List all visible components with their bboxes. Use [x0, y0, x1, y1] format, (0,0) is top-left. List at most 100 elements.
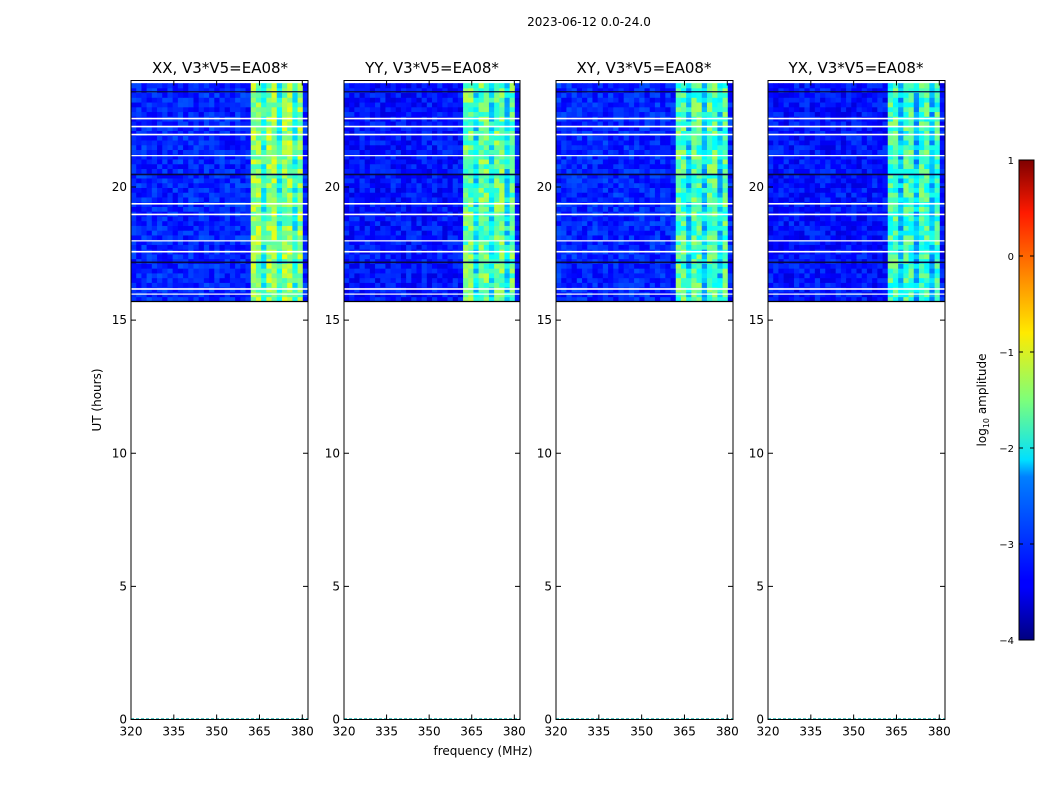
heatmap-cell [214, 140, 220, 146]
heatmap-cell [499, 192, 505, 198]
heatmap-cell [177, 268, 184, 274]
heatmap-cell [587, 282, 593, 288]
heatmap-cell [608, 296, 614, 302]
heatmap-cell [432, 206, 438, 212]
heatmap-cell [380, 258, 386, 264]
heatmap-cell [229, 216, 236, 222]
heatmap-cell [162, 258, 168, 264]
heatmap-cell [670, 239, 677, 245]
heatmap-cell [183, 163, 189, 169]
heatmap-cell [432, 87, 438, 94]
heatmap-cell [727, 197, 734, 203]
heatmap-cell [447, 206, 454, 212]
heatmap-cell [214, 277, 220, 283]
heatmap-cell [198, 296, 205, 302]
heatmap-cell [276, 206, 283, 212]
heatmap-cell [287, 296, 293, 302]
heatmap-cell [375, 121, 381, 127]
heatmap-cell [478, 135, 485, 141]
heatmap-cell [349, 149, 355, 155]
heatmap-cell [717, 230, 723, 236]
heatmap-cell [613, 225, 619, 231]
heatmap-cell [457, 273, 464, 279]
heatmap-cell [193, 225, 200, 231]
heatmap-cell [587, 268, 593, 274]
heatmap-cell [167, 230, 174, 236]
heatmap-cell [576, 168, 583, 174]
heatmap-cell [452, 235, 459, 241]
heatmap-cell [701, 102, 708, 108]
flagged-row [131, 173, 308, 176]
heatmap-cell [623, 102, 630, 108]
heatmap-cell [566, 192, 573, 198]
heatmap-cell [359, 239, 366, 245]
heatmap-cell [432, 254, 438, 260]
heatmap-cell [701, 125, 708, 132]
heatmap-cell [193, 216, 200, 222]
heatmap-cell [442, 178, 448, 184]
heatmap-cell [287, 140, 293, 146]
heatmap-cell [255, 130, 262, 136]
heatmap-cell [602, 140, 609, 146]
heatmap-cell [390, 144, 397, 151]
heatmap-cell [224, 121, 231, 127]
heatmap-cell [686, 130, 692, 136]
heatmap-cell [437, 140, 443, 146]
heatmap-cell [680, 197, 687, 203]
heatmap-cell [245, 149, 252, 155]
heatmap-cell [712, 216, 718, 222]
heatmap-cell [250, 159, 257, 165]
heatmap-cell [400, 235, 407, 241]
heatmap-cell [468, 97, 474, 103]
heatmap-cell [561, 254, 567, 260]
heatmap-cell [261, 154, 267, 160]
heatmap-cell [649, 168, 656, 174]
heatmap-cell [297, 159, 304, 165]
heatmap-cell [224, 149, 231, 155]
heatmap-cell [556, 92, 562, 98]
heatmap-cell [686, 239, 692, 245]
heatmap-cell [634, 111, 640, 117]
heatmap-cell [680, 230, 687, 236]
heatmap-cell [224, 216, 231, 222]
heatmap-cell [188, 168, 194, 174]
heatmap-cell [375, 268, 381, 274]
heatmap-cell [696, 182, 703, 188]
heatmap-cell [814, 277, 821, 283]
heatmap-cell [488, 149, 495, 155]
heatmap-cell [701, 97, 708, 103]
heatmap-cell [639, 244, 645, 250]
heatmap-cell [162, 92, 168, 98]
heatmap-cell [177, 135, 184, 141]
heatmap-cell [172, 296, 179, 302]
heatmap-cell [561, 87, 567, 94]
heatmap-cell [276, 173, 283, 179]
heatmap-cell [587, 173, 593, 179]
heatmap-cell [188, 121, 194, 127]
heatmap-cell [136, 230, 142, 236]
heatmap-cell [437, 296, 443, 302]
heatmap-cell [918, 287, 925, 293]
heatmap-cell [670, 182, 677, 188]
heatmap-cell [359, 173, 366, 179]
heatmap-cell [421, 154, 428, 160]
heatmap-cell [209, 239, 215, 245]
heatmap-cell [416, 192, 423, 198]
heatmap-cell [400, 97, 407, 103]
heatmap-cell [390, 83, 397, 89]
heatmap-cell [634, 230, 640, 236]
heatmap-cell [499, 87, 505, 94]
heatmap-cell [255, 216, 262, 222]
heatmap-cell [235, 254, 241, 260]
heatmap-cell [597, 235, 604, 241]
heatmap-cell [131, 273, 137, 279]
heatmap-cell [131, 182, 137, 188]
heatmap-cell [722, 111, 729, 117]
heatmap-cell [473, 220, 479, 226]
heatmap-cell [416, 258, 423, 264]
heatmap-cell [271, 140, 278, 146]
heatmap-cell [686, 273, 692, 279]
heatmap-cell [421, 282, 428, 288]
heatmap-cell [597, 296, 604, 302]
heatmap-cell [266, 125, 272, 132]
